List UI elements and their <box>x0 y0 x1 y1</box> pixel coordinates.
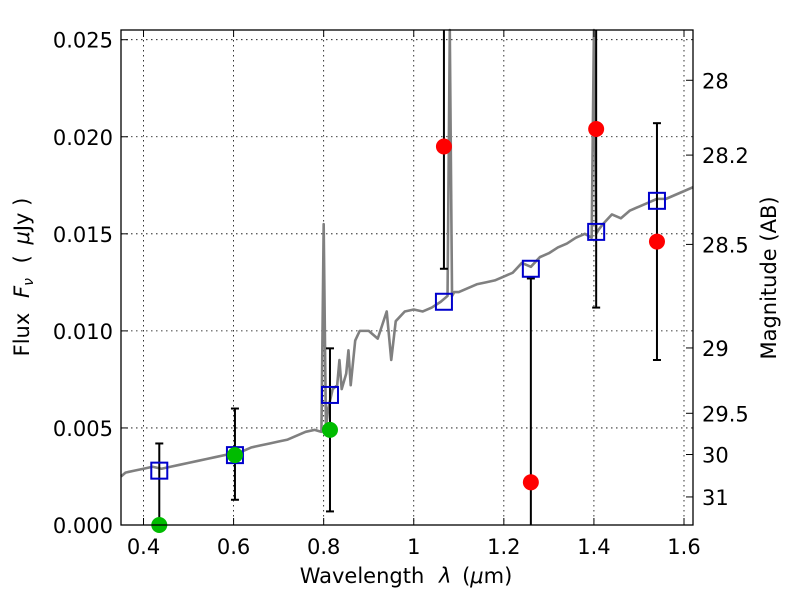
y2-tick-label: 29.5 <box>702 402 749 426</box>
x-tick-label: 1.4 <box>577 535 610 559</box>
x-tick-label: 0.6 <box>217 535 250 559</box>
tick-labels: 0.4 0.6 0.8 1 1.2 1.4 1.6 0.000 0.005 0.010 0.015 0… <box>53 29 749 559</box>
green-data-point <box>321 421 338 438</box>
y-tick-label: 0.015 <box>53 223 113 247</box>
y-tick-label: 0.005 <box>53 417 113 441</box>
x-tick-label: 1.2 <box>487 535 520 559</box>
y2-axis-label: Magnitude (AB) <box>757 196 781 359</box>
y2-tick-label: 28.5 <box>702 233 749 257</box>
x-tick-label: 0.4 <box>127 535 160 559</box>
model-box-marker <box>587 222 606 241</box>
y-axis-label: Flux Fν ( μJy ) <box>10 198 38 357</box>
y2-tick-label: 30 <box>702 444 729 468</box>
model-box-marker <box>434 292 453 311</box>
x-tick-label: 1.6 <box>667 535 700 559</box>
model-box-marker <box>647 191 666 210</box>
y2-tick-label: 29 <box>702 337 729 361</box>
green-data-point <box>226 447 243 464</box>
red-data-point <box>588 121 605 137</box>
y2-tick-label: 28.2 <box>702 144 749 168</box>
tick-marks <box>121 30 693 526</box>
y-tick-label: 0.020 <box>53 126 113 150</box>
model-box-marker <box>320 385 339 404</box>
model-box-marker <box>150 461 169 480</box>
x-tick-label: 1 <box>407 535 420 559</box>
y-tick-label: 0.000 <box>53 514 113 538</box>
y-tick-label: 0.010 <box>53 320 113 344</box>
grid-lines <box>121 30 693 525</box>
x-axis-label: Wavelength λ (μm) <box>300 564 513 588</box>
y-tick-label: 0.025 <box>53 29 113 53</box>
model-box-marker <box>521 259 540 278</box>
red-data-point <box>522 474 539 491</box>
axes-border <box>120 29 694 526</box>
red-data-point <box>435 138 452 155</box>
x-tick-label: 0.8 <box>307 535 340 559</box>
observed-flux-points <box>151 121 665 533</box>
red-data-point <box>648 233 665 250</box>
y2-tick-label: 28 <box>702 69 729 93</box>
plot-frame <box>120 29 694 526</box>
y2-tick-label: 31 <box>702 486 729 510</box>
